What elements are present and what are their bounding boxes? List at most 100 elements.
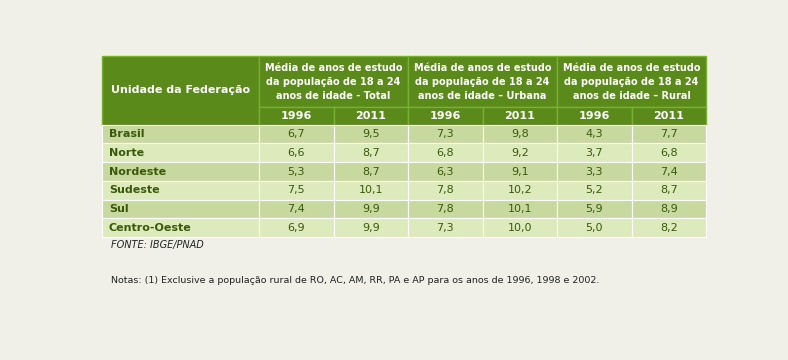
Text: 2011: 2011 (355, 111, 386, 121)
Bar (102, 181, 259, 200)
Text: Média de anos de estudo
da população de 18 a 24
anos de idade - Total: Média de anos de estudo da população de … (265, 63, 403, 100)
Text: Média de anos de estudo
da população de 18 a 24
anos de idade – Rural: Média de anos de estudo da população de … (563, 63, 701, 100)
Bar (482, 181, 557, 200)
Bar (333, 107, 408, 125)
Bar (333, 143, 408, 162)
Text: Unidade da Federação: Unidade da Federação (111, 85, 250, 95)
Bar (259, 56, 408, 107)
Bar (259, 162, 333, 181)
Text: 6,8: 6,8 (660, 148, 678, 158)
Text: 7,5: 7,5 (288, 185, 305, 195)
Bar (408, 162, 482, 181)
Text: 7,8: 7,8 (437, 185, 454, 195)
Text: 7,4: 7,4 (288, 204, 305, 214)
Text: 1996: 1996 (281, 111, 312, 121)
Text: 8,7: 8,7 (660, 185, 678, 195)
Text: 8,7: 8,7 (362, 148, 380, 158)
Text: 1996: 1996 (578, 111, 610, 121)
Bar (482, 162, 557, 181)
Bar (632, 200, 706, 219)
Bar (408, 56, 557, 107)
Bar (333, 181, 408, 200)
Text: 7,3: 7,3 (437, 223, 454, 233)
Bar (259, 107, 333, 125)
Text: 10,1: 10,1 (359, 185, 383, 195)
Text: Centro-Oeste: Centro-Oeste (109, 223, 191, 233)
Bar (333, 125, 408, 143)
Text: 9,2: 9,2 (511, 148, 529, 158)
Bar (482, 143, 557, 162)
Text: Sul: Sul (109, 204, 128, 214)
Text: Sudeste: Sudeste (109, 185, 159, 195)
Bar (557, 143, 632, 162)
Text: Brasil: Brasil (109, 129, 144, 139)
Text: 6,8: 6,8 (437, 148, 454, 158)
Text: 6,7: 6,7 (288, 129, 305, 139)
Bar (632, 125, 706, 143)
Bar (632, 181, 706, 200)
Bar (333, 200, 408, 219)
Text: 6,9: 6,9 (288, 223, 305, 233)
Text: 9,5: 9,5 (362, 129, 380, 139)
Text: 3,3: 3,3 (585, 167, 603, 176)
Text: Norte: Norte (109, 148, 144, 158)
Bar (557, 56, 706, 107)
Bar (408, 107, 482, 125)
Bar (408, 200, 482, 219)
Bar (102, 143, 259, 162)
Text: FONTE: IBGE/PNAD: FONTE: IBGE/PNAD (110, 240, 203, 250)
Bar (102, 219, 259, 237)
Bar (557, 219, 632, 237)
Bar (408, 143, 482, 162)
Bar (259, 219, 333, 237)
Text: 7,3: 7,3 (437, 129, 454, 139)
Text: 4,3: 4,3 (585, 129, 603, 139)
Text: 7,7: 7,7 (660, 129, 678, 139)
Text: 10,2: 10,2 (507, 185, 532, 195)
Text: 10,1: 10,1 (507, 204, 532, 214)
Bar (482, 219, 557, 237)
Text: 6,6: 6,6 (288, 148, 305, 158)
Text: 10,0: 10,0 (507, 223, 532, 233)
Text: Média de anos de estudo
da população de 18 a 24
anos de idade – Urbana: Média de anos de estudo da população de … (414, 63, 552, 100)
Bar (632, 143, 706, 162)
Text: 7,4: 7,4 (660, 167, 678, 176)
Text: 1996: 1996 (429, 111, 461, 121)
Bar (482, 107, 557, 125)
Bar (259, 200, 333, 219)
Text: 2011: 2011 (504, 111, 535, 121)
Text: 9,8: 9,8 (511, 129, 529, 139)
Text: 8,7: 8,7 (362, 167, 380, 176)
Text: 8,9: 8,9 (660, 204, 678, 214)
Bar (557, 125, 632, 143)
Bar (632, 162, 706, 181)
Text: 6,3: 6,3 (437, 167, 454, 176)
Bar (102, 162, 259, 181)
Bar (557, 181, 632, 200)
Bar (482, 200, 557, 219)
Text: 5,0: 5,0 (585, 223, 603, 233)
Bar (333, 219, 408, 237)
Text: 3,7: 3,7 (585, 148, 603, 158)
Text: 8,2: 8,2 (660, 223, 678, 233)
Text: 5,2: 5,2 (585, 185, 603, 195)
Bar (632, 107, 706, 125)
Text: 7,8: 7,8 (437, 204, 454, 214)
Bar (408, 181, 482, 200)
Bar (557, 107, 632, 125)
Bar (632, 219, 706, 237)
Bar (102, 200, 259, 219)
Bar (408, 125, 482, 143)
Bar (482, 125, 557, 143)
Text: Notas: (1) Exclusive a população rural de RO, AC, AM, RR, PA e AP para os anos d: Notas: (1) Exclusive a população rural d… (110, 276, 599, 285)
Bar (102, 125, 259, 143)
Bar (557, 162, 632, 181)
Bar (333, 162, 408, 181)
Bar (259, 143, 333, 162)
Text: 9,9: 9,9 (362, 223, 380, 233)
Bar (259, 125, 333, 143)
Text: 5,3: 5,3 (288, 167, 305, 176)
Text: Nordeste: Nordeste (109, 167, 166, 176)
Text: 5,9: 5,9 (585, 204, 603, 214)
Bar (102, 56, 259, 125)
